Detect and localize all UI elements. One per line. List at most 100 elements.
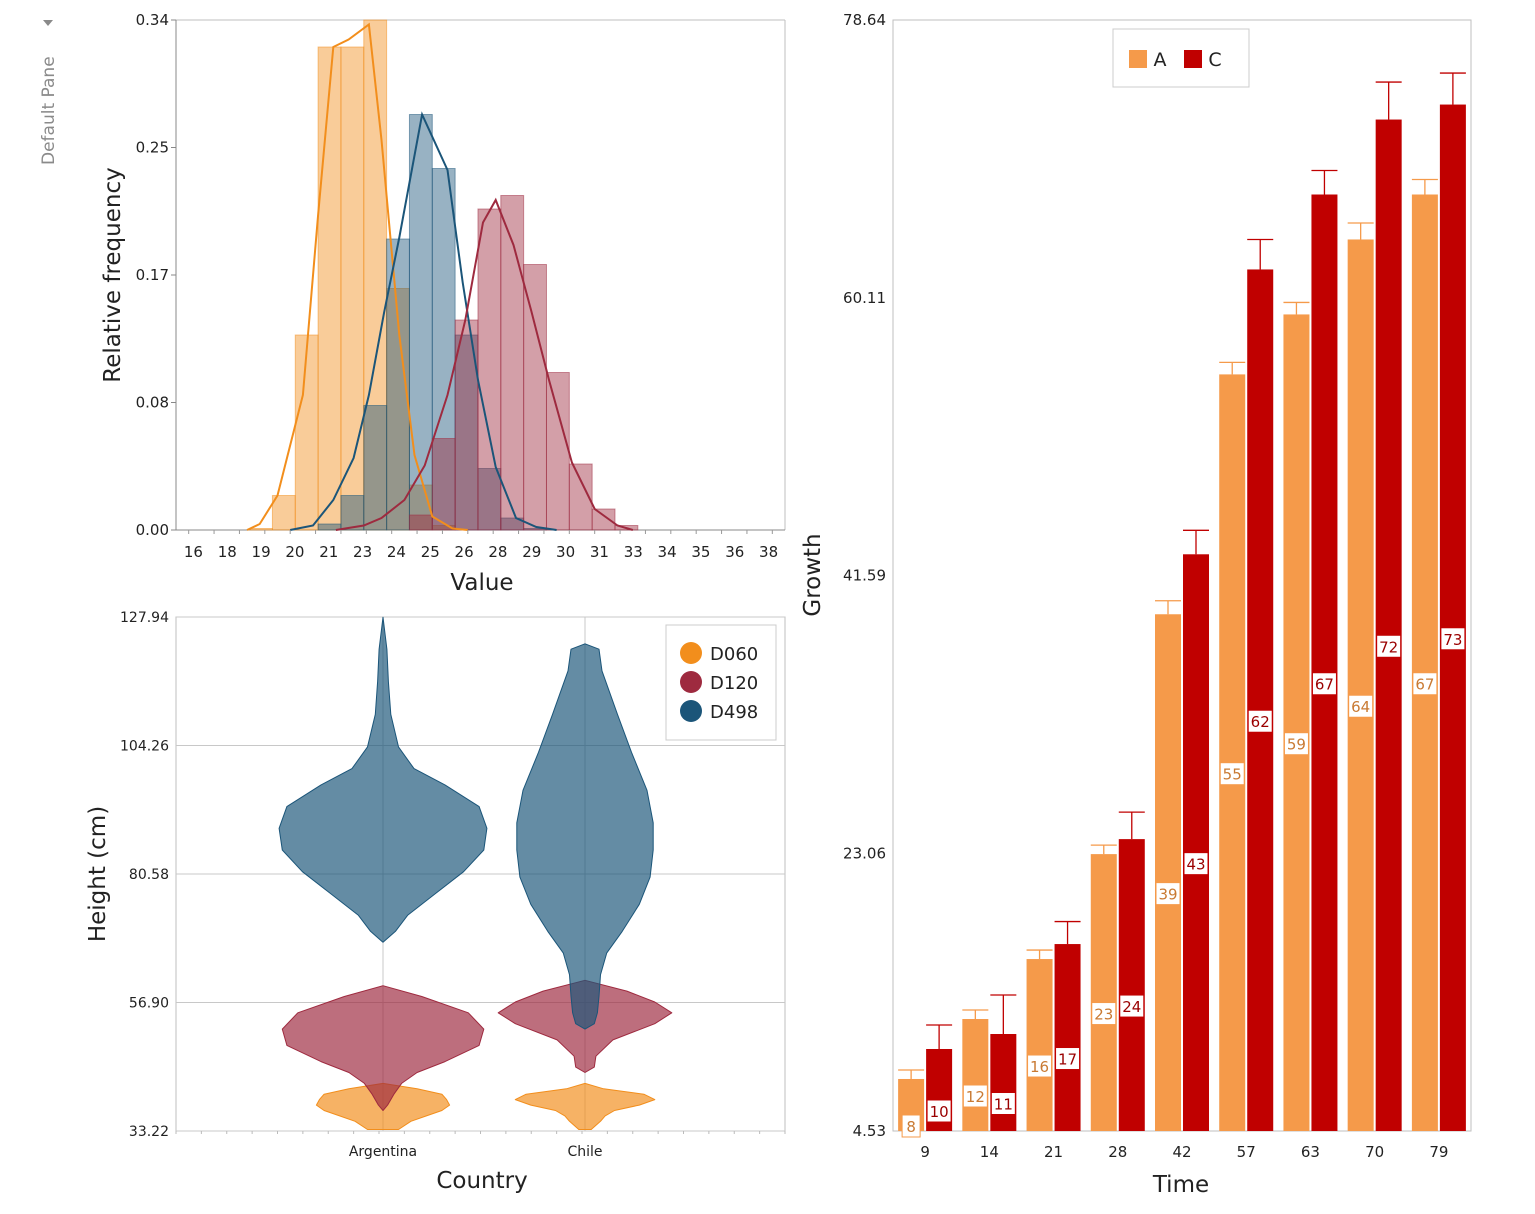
data-label-c: 11: [994, 1096, 1013, 1114]
hist-x-tick-label: 24: [387, 543, 406, 561]
hist-bar-d498: [363, 405, 388, 531]
hist-bar-d498: [340, 495, 365, 531]
hist-x-tick-label: 34: [658, 543, 677, 561]
data-label-box-c: [1440, 627, 1466, 651]
hist-x-tick-label: 36: [725, 543, 744, 561]
legend-label-d498: D498: [710, 702, 758, 723]
data-label-c: 73: [1443, 631, 1462, 649]
bar-chart: 8 10 12 11 16 17 23 24 39 43 55 62 59 67 64 72 67 73 9 14 2…: [800, 11, 1472, 1198]
hist-x-tick-label: 21: [319, 543, 338, 561]
bar-a: [1090, 854, 1117, 1131]
data-label-box-c: [1376, 634, 1402, 658]
bar-x-tick-label: 42: [1172, 1143, 1191, 1161]
data-label-box-a: [1091, 1002, 1117, 1026]
data-label-box-a: [1412, 672, 1438, 696]
hist-x-tick-label: 29: [522, 543, 541, 561]
hist-x-tick-label: 23: [353, 543, 372, 561]
data-label-c: 10: [930, 1103, 949, 1121]
hist-curve-d498: [290, 111, 557, 531]
hist-x-tick-label: 28: [488, 543, 507, 561]
data-label-box-c: [1119, 994, 1145, 1018]
violin-y-tick-label: 127.94: [120, 610, 169, 626]
hist-bar-d060: [271, 495, 296, 531]
hist-bar-d060: [294, 334, 319, 531]
data-label-a: 39: [1158, 886, 1177, 904]
data-label-box-a: [1283, 732, 1309, 756]
bar-c: [990, 1034, 1017, 1131]
hist-x-tick-label: 19: [252, 543, 271, 561]
violin-d060-chile: [514, 1082, 656, 1130]
hist-bar-d060: [317, 46, 342, 531]
data-label-box-a: [901, 1114, 921, 1138]
default-pane-dropdown[interactable]: Default Pane: [37, 20, 63, 170]
bar-x-axis-title: Time: [1152, 1172, 1209, 1198]
data-label-c: 67: [1315, 676, 1334, 694]
hist-x-tick-label: 30: [556, 543, 575, 561]
hist-bar-d120: [568, 463, 593, 531]
bar-x-tick-label: 28: [1108, 1143, 1127, 1161]
bar-y-tick-label: 78.64: [843, 11, 886, 29]
bar-plot-border: [892, 19, 1472, 1132]
pane-label: Default Pane: [39, 56, 59, 165]
data-label-box-c: [990, 1092, 1016, 1116]
data-label-box-c: [1055, 1047, 1081, 1071]
hist-x-tick-label: 25: [421, 543, 440, 561]
violin-d498-argentina: [278, 616, 488, 943]
data-label-a: 64: [1351, 698, 1370, 716]
bar-x-tick-label: 14: [980, 1143, 999, 1161]
legend-marker-d060: [680, 642, 702, 664]
hist-bar-d120: [523, 264, 547, 531]
violin-x-tick-label: Argentina: [349, 1144, 417, 1160]
hist-bar-d120: [500, 195, 525, 531]
bar-a: [1283, 314, 1310, 1131]
data-label-c: 62: [1251, 713, 1270, 731]
bar-y-tick-label: 23.06: [843, 844, 886, 862]
hist-x-axis-title: Value: [450, 570, 513, 596]
violin-legend: D060 D120 D498: [665, 624, 777, 741]
hist-bar-d120: [477, 208, 502, 531]
data-label-c: 17: [1058, 1051, 1077, 1069]
hist-y-tick-label: 0.34: [136, 11, 169, 29]
hist-y-tick-label: 0.00: [136, 521, 169, 539]
hist-bar-d120: [408, 514, 433, 531]
legend-label-a: A: [1154, 49, 1167, 71]
data-label-c: 24: [1122, 998, 1141, 1016]
hist-y-tick-label: 0.08: [136, 394, 169, 412]
legend-label-d060: D060: [710, 644, 758, 665]
hist-curve-d120: [335, 197, 634, 531]
hist-y-axis-title: Relative frequency: [100, 167, 126, 382]
bar-a: [1411, 194, 1438, 1131]
bar-c: [1118, 839, 1145, 1131]
bar-y-tick-label: 41.59: [843, 567, 886, 585]
data-label-box-a: [1027, 1054, 1053, 1078]
data-label-a: 55: [1223, 766, 1242, 784]
bar-a: [1155, 614, 1181, 1131]
data-label-a: 12: [966, 1088, 985, 1106]
bar-a: [962, 1019, 989, 1131]
bar-y-axis-title: Growth: [800, 533, 826, 616]
data-label-a: 59: [1287, 736, 1306, 754]
hist-bar-d060: [340, 46, 365, 531]
bar-a: [1026, 959, 1053, 1131]
legend-swatch-c: [1184, 50, 1202, 68]
hist-bar-d498: [408, 114, 433, 531]
hist-x-tick-label: 35: [691, 543, 710, 561]
violin-x-axis-title: Country: [436, 1168, 527, 1194]
violin-y-tick-label: 56.90: [129, 996, 169, 1012]
bar-c: [1183, 554, 1209, 1131]
violin-y-tick-label: 104.26: [120, 739, 169, 755]
bar-x-tick-label: 57: [1237, 1143, 1256, 1161]
bar-c: [1054, 944, 1081, 1131]
bar-c: [1375, 119, 1402, 1132]
hist-x-tick-label: 38: [759, 543, 778, 561]
data-label-c: 43: [1186, 856, 1205, 874]
hist-y-tick-label: 0.25: [136, 139, 169, 157]
hist-x-tick-label: 16: [184, 543, 203, 561]
hist-x-tick-label: 26: [455, 543, 474, 561]
violin-x-tick-label: Chile: [567, 1144, 602, 1160]
data-label-a: 67: [1415, 676, 1434, 694]
hist-bar-d120: [545, 372, 570, 531]
bar-x-tick-label: 63: [1301, 1143, 1320, 1161]
hist-x-tick-label: 18: [218, 543, 237, 561]
